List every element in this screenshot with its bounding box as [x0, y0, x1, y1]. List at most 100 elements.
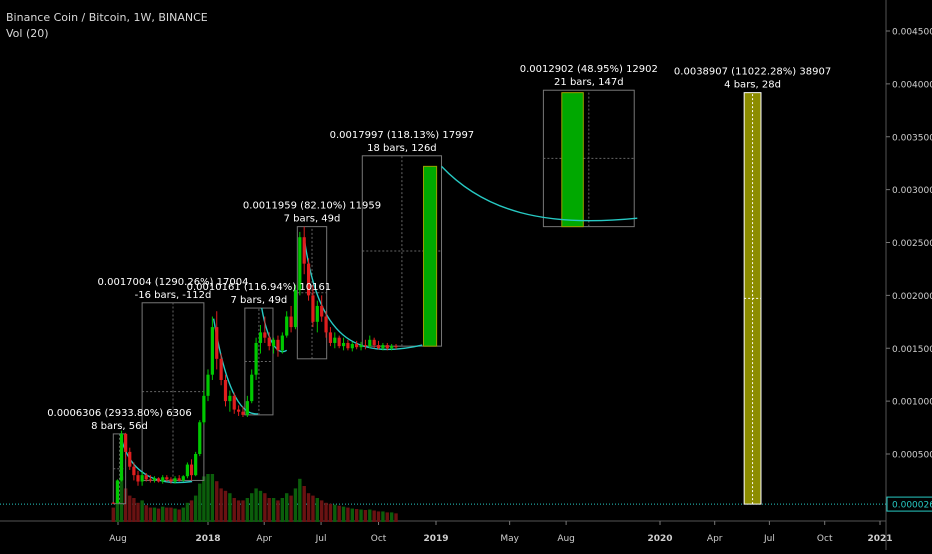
- volume-bar: [173, 508, 177, 522]
- candle-body: [263, 332, 267, 338]
- x-tick-label: 2018: [195, 534, 220, 544]
- measurement-layer: [112, 89, 762, 505]
- candle-body: [115, 480, 120, 504]
- measure-label-value: 0.0038907 (11022.28%) 38907: [674, 67, 831, 78]
- volume-bar: [232, 498, 236, 522]
- cup-curve: [119, 433, 193, 484]
- y-tick-label: 0.0045000: [892, 28, 932, 38]
- measure-label-value: 0.0017997 (118.13%) 17997: [330, 130, 475, 141]
- candle-body: [293, 290, 298, 328]
- x-tick-label: Jul: [315, 534, 327, 544]
- volume-bar: [198, 483, 202, 522]
- candle-body: [177, 478, 181, 481]
- candle-body: [315, 305, 319, 322]
- x-tick-label: 2019: [423, 534, 448, 544]
- measure-label-value: 0.0006306 (2933.80%) 6306: [47, 408, 192, 419]
- measure-label-value: 0.0012902 (48.95%) 12902: [520, 64, 658, 75]
- y-tick-label: 0.0030000: [892, 186, 932, 196]
- x-tick-label: Oct: [371, 534, 387, 544]
- candle-body: [219, 358, 223, 380]
- candles-layer: [111, 226, 398, 504]
- measure-label-duration: 21 bars, 147d: [554, 77, 624, 88]
- candle-body: [223, 379, 228, 402]
- candle-body: [165, 477, 169, 480]
- volume-bar: [206, 474, 210, 522]
- candle-body: [152, 478, 157, 481]
- y-tick-label: 0.0010000: [892, 398, 932, 408]
- volume-bar: [144, 505, 148, 522]
- candle-body: [169, 479, 173, 482]
- volume-bar: [254, 488, 258, 522]
- volume-bar: [185, 502, 190, 522]
- volume-bar: [280, 498, 285, 522]
- x-tick-label: Oct: [817, 534, 833, 544]
- volume-bar: [324, 502, 328, 522]
- candle-body: [156, 478, 161, 482]
- candle-body: [346, 342, 350, 349]
- measure-label-value: 0.0010161 (116.94%) 10161: [187, 282, 332, 293]
- volume-bar: [148, 507, 153, 522]
- volume-bar: [271, 498, 276, 522]
- volume-bar: [136, 502, 140, 522]
- volume-bar: [315, 498, 320, 522]
- volume-bar: [111, 507, 115, 522]
- volume-layer: [111, 474, 398, 522]
- candle-body: [372, 339, 376, 346]
- measure-label-duration: 7 bars, 49d: [231, 295, 288, 306]
- volume-bar: [368, 509, 372, 522]
- volume-bar: [219, 488, 223, 522]
- volume-bar: [311, 495, 315, 522]
- candle-body: [128, 451, 132, 467]
- candle-body: [298, 237, 302, 291]
- candle-body: [394, 346, 398, 348]
- candle-body: [258, 332, 263, 343]
- volume-bar: [119, 476, 124, 522]
- x-tick-label: Jul: [763, 534, 775, 544]
- volume-bar: [363, 510, 368, 522]
- volume-bar: [169, 507, 173, 522]
- volume-bar: [346, 507, 350, 522]
- candle-body: [228, 395, 232, 402]
- measure-label-duration: 18 bars, 126d: [367, 143, 437, 154]
- volume-bar: [123, 488, 128, 522]
- volume-bar: [350, 508, 354, 522]
- volume-bar: [385, 512, 389, 522]
- y-tick-label: 0.0035000: [892, 133, 932, 143]
- last-price-tag: [886, 496, 932, 512]
- volume-bar: [289, 495, 293, 522]
- candle-body: [363, 345, 368, 347]
- volume-bar: [223, 490, 228, 522]
- volume-bar: [132, 498, 136, 522]
- candle-body: [254, 342, 258, 375]
- volume-bar: [236, 500, 241, 522]
- candle-body: [376, 345, 381, 349]
- candle-body: [215, 327, 219, 359]
- measure-label-duration: 7 bars, 49d: [284, 214, 341, 225]
- measure-label-duration: -16 bars, -112d: [135, 290, 212, 301]
- volume-bar: [263, 493, 267, 522]
- measure-label-duration: 8 bars, 56d: [91, 421, 148, 432]
- candle-body: [237, 409, 241, 412]
- volume-bar: [302, 486, 306, 522]
- volume-bar: [177, 509, 181, 522]
- x-tick-label: Apr: [256, 534, 272, 544]
- volume-bar: [215, 481, 219, 522]
- candle-body: [324, 316, 328, 333]
- volume-bar: [341, 506, 346, 522]
- volume-bar: [376, 511, 381, 522]
- candle-body: [173, 478, 177, 482]
- candle-body: [276, 339, 280, 351]
- cup-curve: [441, 165, 638, 222]
- measure-label-value: 0.0017004 (1290.26%) 17004: [98, 277, 249, 288]
- volume-bar: [328, 503, 333, 522]
- volume-bar: [359, 509, 363, 522]
- measure-label-duration: 4 bars, 28d: [724, 80, 781, 91]
- candle-body: [140, 475, 144, 482]
- volume-bar: [115, 500, 120, 522]
- candle-body: [202, 395, 206, 423]
- candle-body: [148, 479, 152, 481]
- candle-body: [271, 339, 276, 347]
